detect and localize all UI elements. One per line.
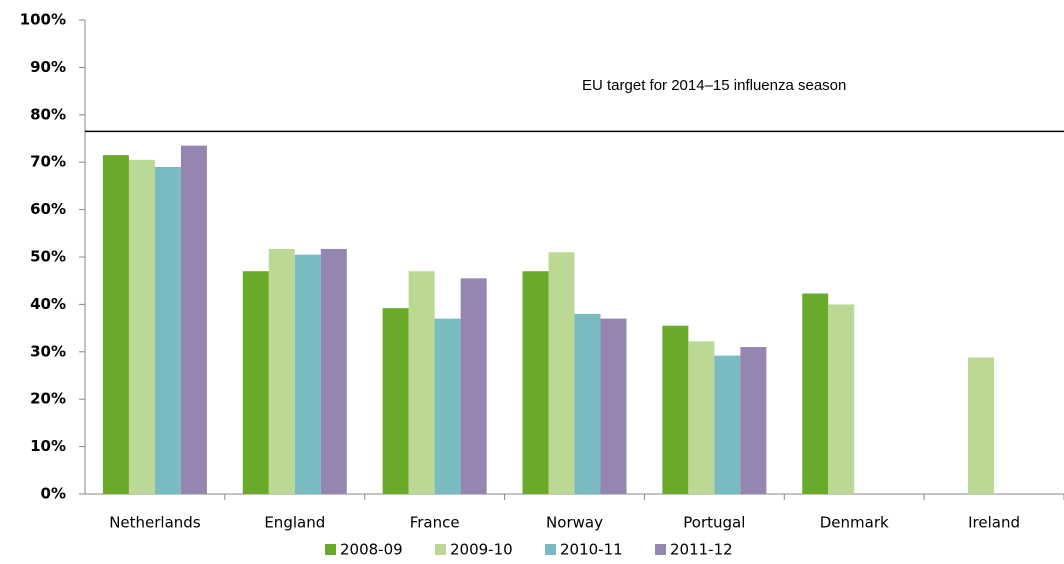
bar — [662, 325, 689, 494]
bar — [382, 308, 409, 494]
bar — [802, 293, 829, 494]
y-tick-label: 0% — [41, 485, 66, 503]
bar — [548, 252, 575, 494]
bar — [320, 248, 347, 494]
legend-label: 2008-09 — [340, 541, 403, 559]
bar — [180, 145, 207, 495]
x-tick-label: France — [410, 514, 460, 532]
bar — [460, 278, 487, 494]
bar — [522, 271, 549, 494]
y-tick-label: 10% — [30, 437, 66, 455]
bar — [268, 248, 295, 494]
bar — [408, 271, 435, 494]
bar — [688, 341, 715, 494]
bar — [714, 355, 741, 494]
bar — [600, 318, 627, 494]
legend-label: 2009-10 — [450, 541, 513, 559]
bar — [242, 271, 269, 494]
annotation-box — [560, 58, 1064, 126]
legend-label: 2011-12 — [670, 541, 733, 559]
y-tick-label: 100% — [20, 11, 66, 29]
legend-swatch — [545, 544, 556, 555]
y-tick-label: 40% — [30, 295, 66, 313]
y-tick-label: 50% — [30, 248, 66, 266]
y-tick-label: 20% — [30, 390, 66, 408]
bar — [968, 357, 995, 494]
bar — [102, 155, 129, 494]
x-tick-label: England — [264, 514, 325, 532]
y-tick-label: 30% — [30, 342, 66, 360]
x-tick-label: Denmark — [820, 514, 889, 532]
bar — [294, 254, 321, 494]
x-tick-label: Netherlands — [109, 514, 201, 532]
legend-label: 2010-11 — [560, 541, 623, 559]
bar — [128, 159, 155, 494]
bar — [574, 313, 601, 494]
bar — [154, 166, 181, 494]
x-tick-label: Ireland — [968, 514, 1020, 532]
bar — [828, 304, 855, 494]
legend-swatch — [325, 544, 336, 555]
y-tick-label: 60% — [30, 200, 66, 218]
x-tick-label: Norway — [546, 514, 603, 532]
y-tick-label: 70% — [30, 153, 66, 171]
bar — [740, 347, 767, 494]
legend-swatch — [655, 544, 666, 555]
legend-swatch — [435, 544, 446, 555]
bar — [434, 318, 461, 494]
y-tick-label: 80% — [30, 105, 66, 123]
x-tick-label: Portugal — [683, 514, 745, 532]
y-tick-label: 90% — [30, 58, 66, 76]
annotation: EU target for 2014–15 influenza season — [582, 77, 846, 94]
